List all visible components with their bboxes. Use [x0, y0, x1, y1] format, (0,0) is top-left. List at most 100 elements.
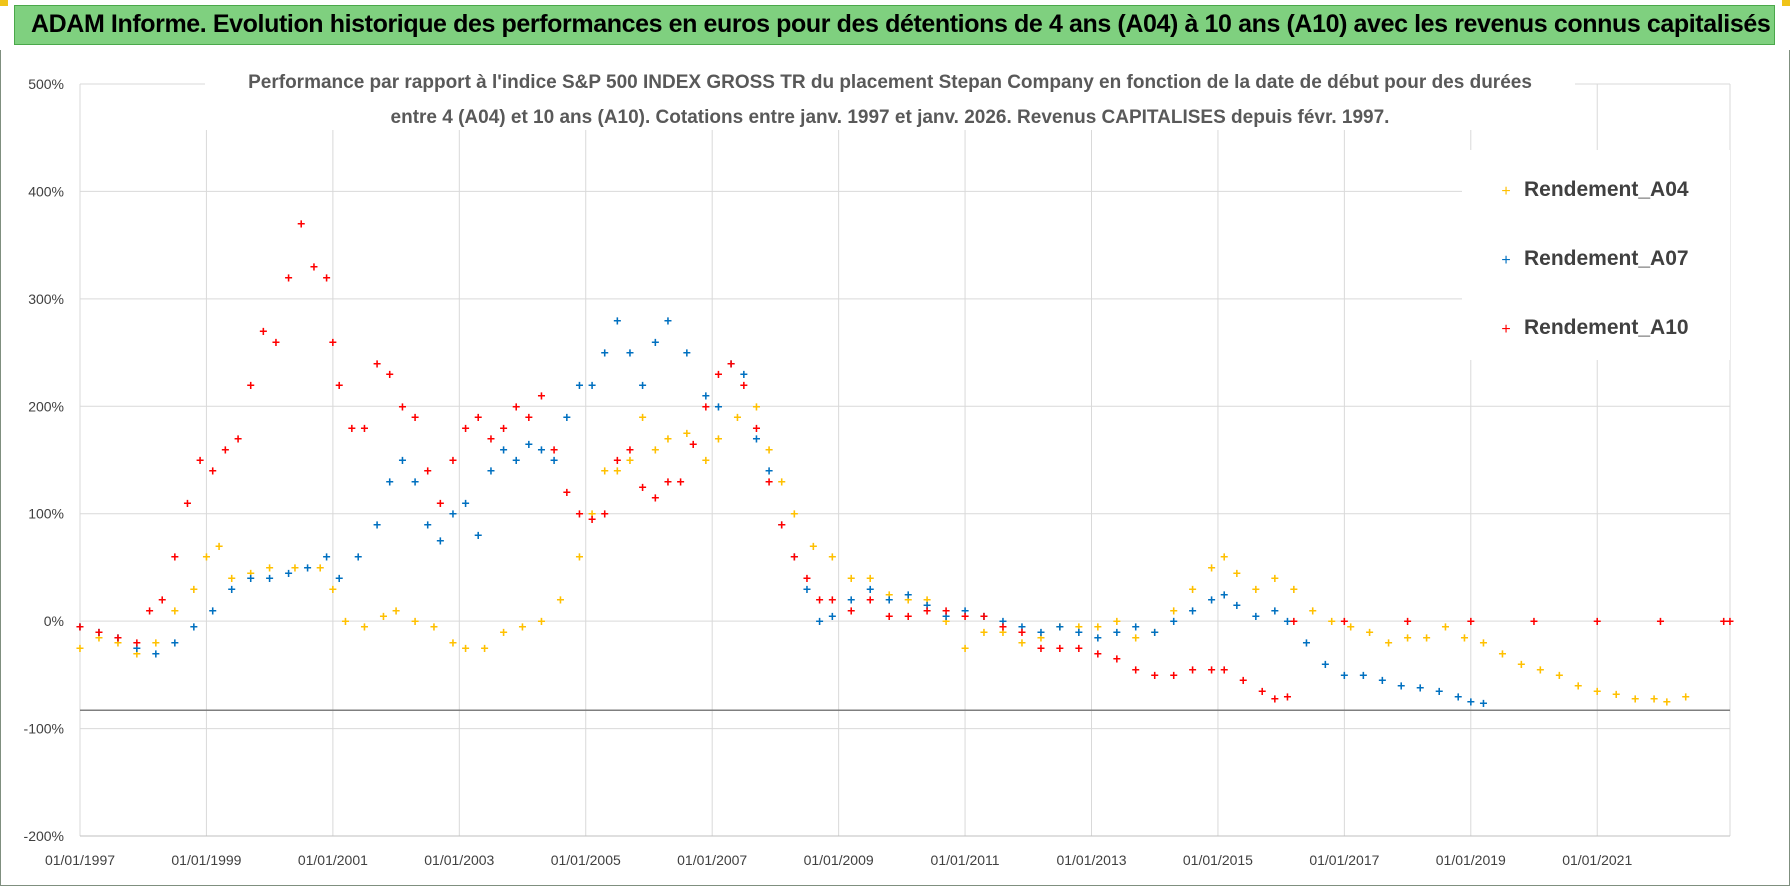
scatter-point: + [354, 549, 362, 565]
scatter-point: + [525, 436, 533, 452]
scatter-point: + [1113, 651, 1121, 667]
y-tick-label: 400% [28, 183, 64, 199]
scatter-point: + [790, 506, 798, 522]
scatter-point: + [1283, 688, 1291, 704]
scatter-point: + [847, 570, 855, 586]
scatter-point: + [474, 409, 482, 425]
scatter-point: + [76, 619, 84, 635]
scatter-point: + [158, 592, 166, 608]
scatter-point: + [436, 495, 444, 511]
scatter-point: + [1056, 619, 1064, 635]
x-tick-label: 01/01/1999 [171, 852, 241, 868]
scatter-point: + [487, 463, 495, 479]
scatter-point: + [575, 377, 583, 393]
scatter-point: + [689, 436, 697, 452]
scatter-point: + [95, 629, 103, 645]
scatter-point: + [1416, 680, 1424, 696]
scatter-point: + [152, 645, 160, 661]
y-tick-label: -200% [24, 828, 64, 844]
scatter-point: + [1574, 678, 1582, 694]
scatter-point: + [999, 613, 1007, 629]
header-bar: ADAM Informe. Evolution historique des p… [0, 0, 1790, 50]
x-tick-label: 01/01/2001 [298, 852, 368, 868]
scatter-point: + [778, 516, 786, 532]
scatter-point: + [1252, 581, 1260, 597]
scatter-point: + [639, 409, 647, 425]
scatter-point: + [373, 355, 381, 371]
scatter-point: + [740, 366, 748, 382]
scatter-point: + [133, 640, 141, 656]
scatter-point: + [1302, 635, 1310, 651]
scatter-point: + [588, 377, 596, 393]
scatter-point: + [247, 565, 255, 581]
scatter-point: + [923, 592, 931, 608]
scatter-point: + [449, 452, 457, 468]
scatter-point: + [114, 629, 122, 645]
legend-item-a10[interactable]: + Rendement_A10 [1501, 316, 1688, 339]
scatter-point: + [335, 377, 343, 393]
scatter-point: + [462, 640, 470, 656]
scatter-point: + [462, 420, 470, 436]
scatter-point: + [234, 431, 242, 447]
scatter-point: + [1385, 635, 1393, 651]
scatter-point: + [145, 602, 153, 618]
legend-a04-label: Rendement_A04 [1524, 178, 1689, 201]
scatter-point: + [980, 608, 988, 624]
scatter-point: + [1454, 688, 1462, 704]
scatter-point: + [171, 602, 179, 618]
scatter-point: + [481, 640, 489, 656]
y-tick-label: 300% [28, 291, 64, 307]
scatter-point: + [1094, 619, 1102, 635]
scatter-point: + [778, 516, 786, 532]
scatter-point: + [1220, 549, 1228, 565]
scatter-point: + [866, 581, 874, 597]
y-tick-label: -100% [24, 721, 64, 737]
legend-a04-marker: + [1501, 183, 1510, 200]
scatter-point: + [272, 334, 280, 350]
scatter-point: + [1094, 629, 1102, 645]
scatter-point: + [1075, 624, 1083, 640]
scatter-point: + [1460, 629, 1468, 645]
scatter-point: + [76, 619, 84, 635]
scatter-point: + [152, 635, 160, 651]
scatter-point: + [816, 613, 824, 629]
scatter-point: + [247, 377, 255, 393]
scatter-point: + [778, 473, 786, 489]
banner-title: ADAM Informe. Evolution historique des p… [31, 10, 1771, 38]
legend-item-a04[interactable]: + Rendement_A04 [1501, 178, 1689, 201]
scatter-point: + [999, 619, 1007, 635]
scatter-point: + [601, 345, 609, 361]
scatter-point: + [1555, 667, 1563, 683]
scatter-point: + [196, 452, 204, 468]
scatter-point: + [1397, 678, 1405, 694]
scatter-point: + [411, 409, 419, 425]
scatter-point: + [923, 602, 931, 618]
scatter-point: + [133, 635, 141, 651]
scatter-point: + [904, 592, 912, 608]
scatter-point: + [329, 581, 337, 597]
scatter-point: + [209, 463, 217, 479]
scatter-point: + [752, 420, 760, 436]
scatter-point: + [639, 479, 647, 495]
scatter-point: + [1271, 690, 1279, 706]
x-tick-label: 01/01/2019 [1436, 852, 1506, 868]
legend: + Rendement_A04 + Rendement_A07 + Rendem… [1462, 150, 1730, 360]
scatter-point: + [1220, 586, 1228, 602]
scatter-point: + [626, 345, 634, 361]
scatter-point: + [980, 624, 988, 640]
scatter-point: + [430, 619, 438, 635]
scatter-point: + [512, 398, 520, 414]
x-tick-label: 01/01/2003 [424, 852, 494, 868]
scatter-point: + [398, 398, 406, 414]
scatter-point: + [316, 559, 324, 575]
scatter-point: + [961, 602, 969, 618]
scatter-point: + [1290, 581, 1298, 597]
scatter-point: + [885, 608, 893, 624]
scatter-point: + [885, 592, 893, 608]
legend-item-a07[interactable]: + Rendement_A07 [1501, 247, 1688, 270]
scatter-point: + [335, 570, 343, 586]
scatter-point: + [449, 635, 457, 651]
scatter-point: + [1113, 613, 1121, 629]
scatter-point: + [322, 549, 330, 565]
